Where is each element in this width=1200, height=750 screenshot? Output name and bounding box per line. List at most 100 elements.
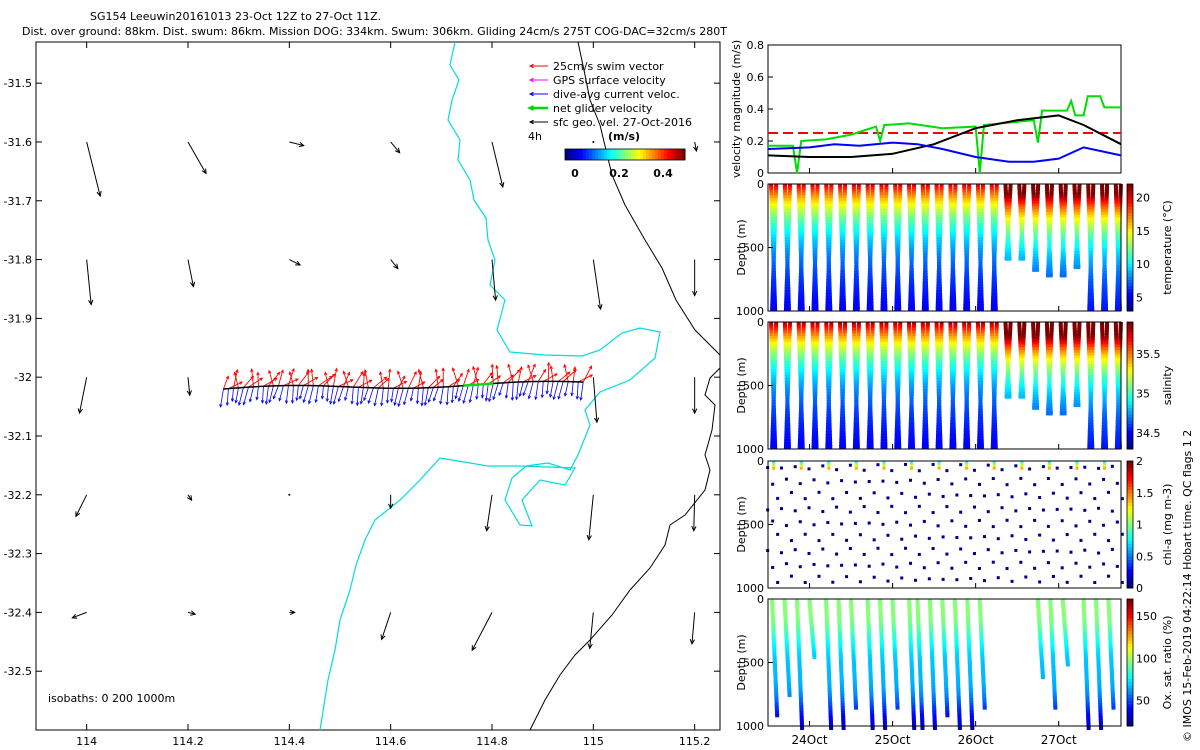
section-point	[1045, 335, 1050, 340]
section-point	[770, 298, 775, 303]
section-point	[1089, 245, 1094, 250]
swim-vector	[418, 369, 424, 389]
section-point	[993, 214, 998, 219]
section-point	[1061, 242, 1066, 247]
current-vector-head	[468, 399, 472, 404]
section-point	[897, 335, 902, 340]
section-point	[814, 444, 819, 449]
section-point	[1048, 206, 1053, 211]
section-point	[831, 497, 835, 501]
section-point	[1115, 425, 1120, 430]
section-point	[925, 200, 930, 205]
section-point	[952, 214, 957, 219]
section-point	[910, 292, 915, 297]
section-point	[1101, 425, 1106, 430]
section-point	[866, 358, 871, 363]
section-colorbar-cell	[1127, 244, 1133, 248]
section-point	[1100, 338, 1105, 343]
colorbar-cell	[577, 149, 581, 160]
section-point	[1020, 251, 1025, 256]
section-point	[1103, 231, 1108, 236]
section-point	[990, 195, 995, 200]
section-point	[952, 439, 957, 444]
section-point	[1061, 377, 1066, 382]
section-point	[856, 189, 861, 194]
section-point	[825, 366, 830, 371]
section-point	[774, 186, 779, 191]
section-point	[840, 256, 845, 261]
swim-vector-head	[280, 369, 284, 374]
section-point	[991, 225, 996, 230]
section-point	[921, 195, 926, 200]
section-point	[827, 430, 832, 435]
section-point	[814, 355, 819, 360]
section-point	[1034, 223, 1039, 228]
section-point	[963, 428, 968, 433]
section-point	[1101, 217, 1106, 222]
section-point	[976, 203, 981, 208]
section-point	[950, 416, 955, 421]
section-point	[798, 433, 803, 438]
isobath-0m	[529, 41, 721, 731]
current-vector-head	[575, 396, 579, 400]
section-point	[772, 298, 777, 303]
section-point	[976, 189, 981, 194]
swim-vector-head	[310, 368, 314, 373]
section-point	[952, 338, 957, 343]
section-point	[949, 363, 954, 368]
section-point	[1058, 184, 1063, 188]
section-point	[817, 539, 821, 543]
colorbar-cell	[673, 149, 677, 160]
section-point	[1116, 403, 1121, 408]
section-point	[786, 372, 791, 377]
section-point	[813, 383, 818, 388]
section-point	[801, 338, 806, 343]
section-point	[1113, 184, 1118, 188]
section-point	[853, 295, 858, 300]
swim-vector	[303, 377, 318, 386]
section-point	[772, 225, 777, 230]
section-point	[920, 324, 925, 329]
legend-interval: 4h	[528, 130, 542, 143]
section-point	[948, 189, 953, 194]
section-point	[1117, 211, 1122, 216]
colorbar-cell	[640, 149, 644, 160]
swim-vector	[517, 366, 523, 383]
section-point	[1035, 327, 1040, 332]
section-point	[965, 430, 970, 435]
section-point	[882, 239, 887, 244]
section-point	[898, 327, 903, 332]
section-point	[1117, 349, 1122, 354]
section-point	[784, 524, 788, 528]
section-point	[1020, 209, 1025, 214]
section-point	[908, 287, 913, 292]
section-point	[1006, 228, 1011, 233]
section-point	[1075, 363, 1080, 368]
swim-vector	[482, 372, 493, 385]
section-point	[1018, 344, 1023, 349]
section-point	[881, 405, 886, 410]
section-point	[951, 295, 956, 300]
section-point	[800, 231, 805, 236]
section-point	[1076, 403, 1081, 408]
section-point	[964, 270, 969, 275]
section-point	[785, 245, 790, 250]
section-point	[964, 281, 969, 286]
section-point	[856, 338, 861, 343]
section-point	[813, 389, 818, 394]
colorbar-cell	[670, 149, 674, 160]
section-point	[990, 330, 995, 335]
section-point	[949, 428, 954, 433]
section-point	[839, 287, 844, 292]
swim-vector	[572, 367, 576, 382]
section-point	[799, 462, 803, 466]
section-point	[841, 433, 846, 438]
section-point	[810, 192, 815, 197]
section-point	[771, 273, 776, 278]
section-point	[952, 436, 957, 441]
section-point	[1005, 383, 1010, 388]
section-point	[1017, 186, 1022, 191]
section-point	[842, 444, 847, 449]
section-point	[1100, 327, 1105, 332]
geo-vector-head	[586, 534, 592, 541]
